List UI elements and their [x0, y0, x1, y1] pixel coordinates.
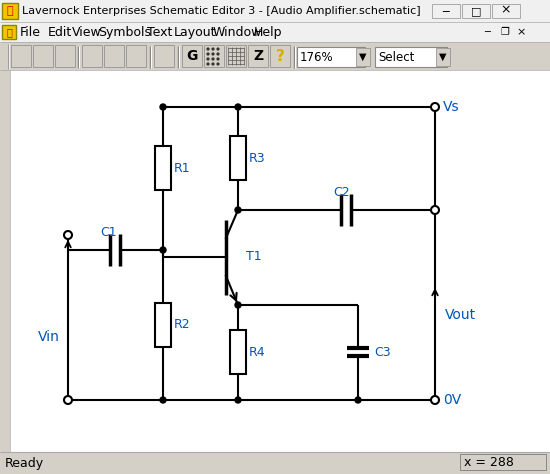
- Bar: [55, 45, 75, 67]
- Text: R1: R1: [174, 162, 191, 174]
- Circle shape: [217, 63, 219, 65]
- Text: Lavernock Enterprises Schematic Editor 3 - [Audio Amplifier.schematic]: Lavernock Enterprises Schematic Editor 3…: [22, 6, 421, 16]
- Text: R3: R3: [249, 152, 266, 164]
- Bar: [82, 45, 102, 67]
- Bar: [0, 452, 550, 474]
- Bar: [462, 4, 490, 18]
- Circle shape: [212, 48, 214, 50]
- Circle shape: [217, 48, 219, 50]
- Circle shape: [235, 397, 241, 403]
- Circle shape: [207, 53, 209, 55]
- Text: ▼: ▼: [439, 52, 447, 62]
- Text: Text: Text: [147, 26, 172, 38]
- Circle shape: [235, 302, 241, 308]
- Bar: [155, 146, 171, 190]
- Bar: [226, 45, 246, 67]
- Bar: [436, 48, 450, 66]
- Text: Vout: Vout: [445, 308, 476, 322]
- Circle shape: [235, 104, 241, 110]
- Circle shape: [207, 48, 209, 50]
- Text: □: □: [471, 6, 481, 16]
- Text: ▼: ▼: [359, 52, 367, 62]
- Text: ❐: ❐: [500, 27, 509, 37]
- Text: T1: T1: [246, 250, 262, 264]
- Bar: [0, 0, 550, 22]
- Bar: [154, 45, 174, 67]
- Circle shape: [212, 58, 214, 60]
- Text: C2: C2: [334, 185, 350, 199]
- Circle shape: [160, 247, 166, 253]
- Bar: [230, 330, 246, 374]
- Bar: [356, 48, 370, 66]
- Circle shape: [160, 397, 166, 403]
- Text: 王: 王: [6, 27, 12, 37]
- Circle shape: [64, 231, 72, 239]
- Circle shape: [431, 103, 439, 111]
- Circle shape: [217, 53, 219, 55]
- Text: Layout: Layout: [174, 26, 217, 38]
- Bar: [375, 47, 447, 67]
- Text: 0V: 0V: [443, 393, 461, 407]
- Text: Window: Window: [213, 26, 262, 38]
- Bar: [155, 303, 171, 347]
- Circle shape: [207, 63, 209, 65]
- Text: 王: 王: [7, 6, 13, 16]
- Bar: [270, 45, 290, 67]
- Bar: [230, 136, 246, 180]
- Bar: [432, 4, 460, 18]
- Text: Vin: Vin: [38, 330, 60, 344]
- Bar: [182, 45, 202, 67]
- Circle shape: [431, 206, 439, 214]
- Bar: [0, 70, 10, 452]
- Bar: [2, 25, 16, 39]
- Text: Select: Select: [378, 51, 414, 64]
- Circle shape: [235, 207, 241, 213]
- Text: G: G: [186, 49, 197, 63]
- Text: Ready: Ready: [5, 456, 44, 470]
- Bar: [33, 45, 53, 67]
- Circle shape: [212, 63, 214, 65]
- Bar: [126, 45, 146, 67]
- Text: R2: R2: [174, 319, 191, 331]
- Bar: [2, 3, 18, 19]
- Bar: [0, 42, 550, 70]
- Bar: [10, 70, 550, 452]
- Circle shape: [355, 397, 361, 403]
- Text: Edit: Edit: [48, 26, 72, 38]
- Circle shape: [431, 396, 439, 404]
- Bar: [492, 4, 520, 18]
- Bar: [11, 45, 31, 67]
- Text: 176%: 176%: [300, 51, 334, 64]
- Text: x = 288: x = 288: [464, 456, 514, 468]
- Text: Z: Z: [253, 49, 263, 63]
- Circle shape: [160, 104, 166, 110]
- Circle shape: [64, 396, 72, 404]
- Bar: [248, 45, 268, 67]
- Circle shape: [217, 58, 219, 60]
- Text: R4: R4: [249, 346, 266, 358]
- Bar: [0, 22, 550, 42]
- Circle shape: [207, 58, 209, 60]
- Circle shape: [212, 53, 214, 55]
- Text: File: File: [20, 26, 41, 38]
- Text: ×: ×: [500, 3, 512, 17]
- Text: ?: ?: [276, 48, 284, 64]
- Text: Vs: Vs: [443, 100, 460, 114]
- Text: C1: C1: [101, 226, 117, 238]
- Text: ─: ─: [484, 27, 490, 37]
- Bar: [204, 45, 224, 67]
- Bar: [297, 47, 365, 67]
- Text: Symbols: Symbols: [98, 26, 151, 38]
- Bar: [460, 454, 546, 470]
- Text: C3: C3: [374, 346, 390, 358]
- Text: Help: Help: [254, 26, 283, 38]
- Text: ×: ×: [516, 27, 526, 37]
- Text: ─: ─: [443, 6, 449, 16]
- Text: View: View: [72, 26, 102, 38]
- Bar: [104, 45, 124, 67]
